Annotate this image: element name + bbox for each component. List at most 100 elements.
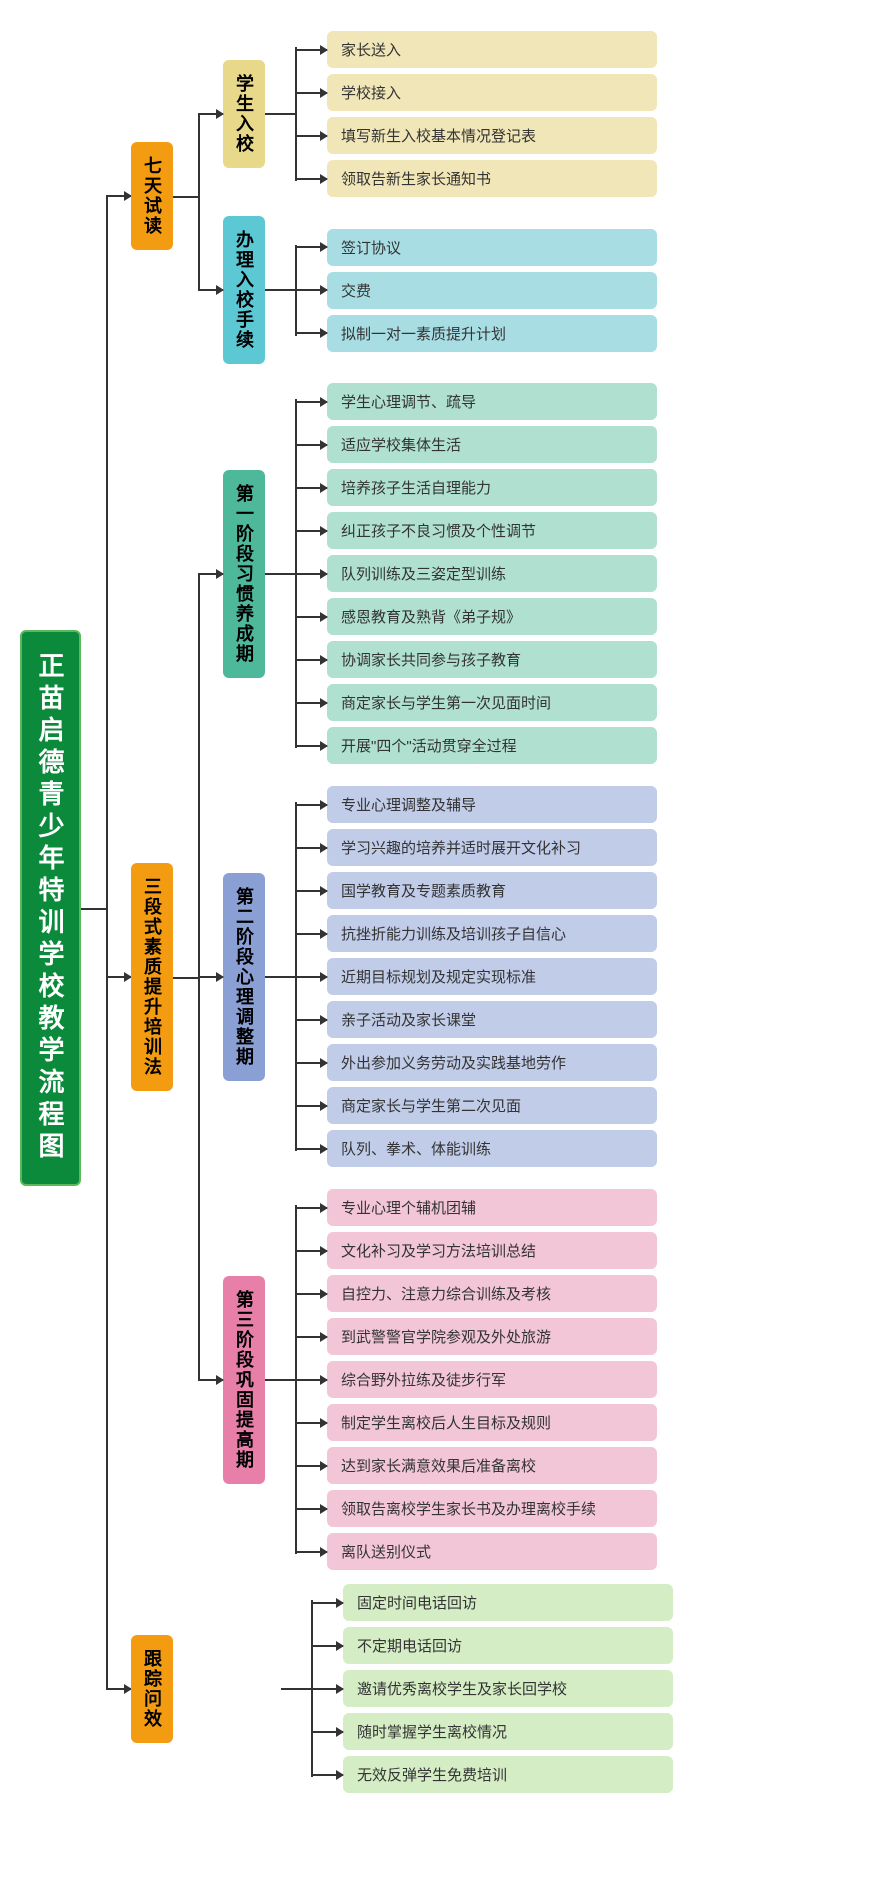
level2-label-bottom: 第三阶段 (231, 1290, 257, 1370)
leaves-group: 学生心理调节、疏导适应学校集体生活培养孩子生活自理能力纠正孩子不良习惯及个性调节… (295, 380, 657, 767)
leaf-item: 无效反弹学生免费培训 (343, 1756, 673, 1793)
arrow-icon (297, 178, 327, 180)
connector (265, 976, 295, 978)
level2-node: 心理调整期第二阶段 (223, 873, 265, 1081)
leaf-row: 无效反弹学生免费培训 (313, 1753, 673, 1796)
arrow-icon (297, 1148, 327, 1150)
connector (265, 573, 295, 575)
arrow-icon (297, 1019, 327, 1021)
arrow-icon (297, 1465, 327, 1467)
level1-row: 三段式素质提升培训法 习惯养成期第一阶段学生心理调节、疏导适应学校集体生活培养孩子… (131, 372, 673, 1581)
arrow-icon (297, 1207, 327, 1209)
arrow-icon (297, 1293, 327, 1295)
leaf-item: 国学教育及专题素质教育 (327, 872, 657, 909)
level2-label-top: 心理调整期 (231, 967, 257, 1067)
leaf-item: 队列训练及三姿定型训练 (327, 555, 657, 592)
leaf-item: 不定期电话回访 (343, 1627, 673, 1664)
connector (265, 1379, 295, 1381)
main-bracket (81, 20, 131, 1796)
arrow-icon (297, 49, 327, 51)
level2-row: 巩固提高期第三阶段 专业心理个辅机团辅文化补习及学习方法培训总结自控力、注意力综合… (223, 1186, 657, 1573)
leaves-group: 家长送入学校接入填写新生入校基本情况登记表领取告新生家长通知书 (295, 28, 657, 200)
leaf-item: 培养孩子生活自理能力 (327, 469, 657, 506)
leaf-row: 邀请优秀离校学生及家长回学校 (313, 1667, 673, 1710)
arrow-icon (297, 332, 327, 334)
leaf-item: 固定时间电话回访 (343, 1584, 673, 1621)
level1-node: 七天试读 (131, 142, 173, 250)
level1-row: 跟踪问效固定时间电话回访不定期电话回访邀请优秀离校学生及家长回学校随时掌握学生离… (131, 1581, 673, 1796)
level2-node: 习惯养成期第一阶段 (223, 470, 265, 678)
leaf-item: 协调家长共同参与孩子教育 (327, 641, 657, 678)
leaf-item: 专业心理个辅机团辅 (327, 1189, 657, 1226)
leaf-item: 感恩教育及熟背《弟子规》 (327, 598, 657, 635)
level1-row: 七天试读学生入校家长送入学校接入填写新生入校基本情况登记表领取告新生家长通知书办… (131, 20, 673, 372)
arrow-icon (297, 1105, 327, 1107)
arrow-icon (297, 246, 327, 248)
leaf-row: 签订协议 (297, 226, 657, 269)
leaf-item: 随时掌握学生离校情况 (343, 1713, 673, 1750)
arrow-icon (297, 1250, 327, 1252)
level2-row: 心理调整期第二阶段专业心理调整及辅导学习兴趣的培养并适时展开文化补习国学教育及专… (223, 783, 657, 1170)
leaf-item: 到武警警官学院参观及外处旅游 (327, 1318, 657, 1355)
level2-column: 学生入校家长送入学校接入填写新生入校基本情况登记表领取告新生家长通知书办理入校手… (223, 20, 657, 372)
leaf-item: 领取告离校学生家长书及办理离校手续 (327, 1490, 657, 1527)
connector (265, 289, 295, 291)
level2-node: 办理入校手续 (223, 216, 265, 364)
leaf-item: 交费 (327, 272, 657, 309)
leaf-item: 领取告新生家长通知书 (327, 160, 657, 197)
leaf-row: 到武警警官学院参观及外处旅游 (297, 1315, 657, 1358)
mid-bracket (173, 20, 223, 372)
leaf-row: 队列、拳术、体能训练 (297, 1127, 657, 1170)
leaf-item: 学校接入 (327, 74, 657, 111)
leaf-row: 抗挫折能力训练及培训孩子自信心 (297, 912, 657, 955)
leaf-row: 适应学校集体生活 (297, 423, 657, 466)
leaf-item: 离队送别仪式 (327, 1533, 657, 1570)
leaf-row: 外出参加义务劳动及实践基地劳作 (297, 1041, 657, 1084)
leaf-row: 不定期电话回访 (313, 1624, 673, 1667)
level2-label-top: 巩固提高期 (231, 1370, 257, 1470)
root-title: 正苗启德青少年特训学校教学流程图 (20, 630, 81, 1186)
leaf-row: 达到家长满意效果后准备离校 (297, 1444, 657, 1487)
arrow-icon (313, 1731, 343, 1733)
leaf-row: 文化补习及学习方法培训总结 (297, 1229, 657, 1272)
arrow-icon (297, 847, 327, 849)
leaf-row: 固定时间电话回访 (313, 1581, 673, 1624)
leaf-item: 达到家长满意效果后准备离校 (327, 1447, 657, 1484)
arrow-icon (297, 745, 327, 747)
leaf-item: 综合野外拉练及徒步行军 (327, 1361, 657, 1398)
leaf-row: 家长送入 (297, 28, 657, 71)
leaf-item: 近期目标规划及规定实现标准 (327, 958, 657, 995)
arrow-icon (297, 933, 327, 935)
arrow-icon (313, 1774, 343, 1776)
leaf-row: 综合野外拉练及徒步行军 (297, 1358, 657, 1401)
arrow-icon (297, 573, 327, 575)
leaf-row: 感恩教育及熟背《弟子规》 (297, 595, 657, 638)
leaf-row: 开展"四个"活动贯穿全过程 (297, 724, 657, 767)
level2-node: 巩固提高期第三阶段 (223, 1276, 265, 1484)
leaf-row: 领取告新生家长通知书 (297, 157, 657, 200)
level1-node: 三段式素质提升培训法 (131, 863, 173, 1091)
leaves-group: 专业心理调整及辅导学习兴趣的培养并适时展开文化补习国学教育及专题素质教育抗挫折能… (295, 783, 657, 1170)
arrow-icon (297, 487, 327, 489)
leaf-item: 外出参加义务劳动及实践基地劳作 (327, 1044, 657, 1081)
leaf-row: 自控力、注意力综合训练及考核 (297, 1272, 657, 1315)
leaf-item: 填写新生入校基本情况登记表 (327, 117, 657, 154)
arrow-icon (297, 92, 327, 94)
arrow-icon (297, 289, 327, 291)
leaf-row: 学习兴趣的培养并适时展开文化补习 (297, 826, 657, 869)
leaf-row: 专业心理个辅机团辅 (297, 1186, 657, 1229)
leaf-row: 协调家长共同参与孩子教育 (297, 638, 657, 681)
leaf-item: 文化补习及学习方法培训总结 (327, 1232, 657, 1269)
leaf-item: 专业心理调整及辅导 (327, 786, 657, 823)
connector (265, 113, 295, 115)
leaf-row: 领取告离校学生家长书及办理离校手续 (297, 1487, 657, 1530)
leaf-row: 离队送别仪式 (297, 1530, 657, 1573)
leaf-item: 开展"四个"活动贯穿全过程 (327, 727, 657, 764)
leaves-group: 固定时间电话回访不定期电话回访邀请优秀离校学生及家长回学校随时掌握学生离校情况无… (311, 1581, 673, 1796)
arrow-icon (297, 444, 327, 446)
arrow-icon (297, 890, 327, 892)
leaf-row: 学校接入 (297, 71, 657, 114)
level2-row: 学生入校家长送入学校接入填写新生入校基本情况登记表领取告新生家长通知书 (223, 28, 657, 200)
leaf-item: 纠正孩子不良习惯及个性调节 (327, 512, 657, 549)
leaf-item: 亲子活动及家长课堂 (327, 1001, 657, 1038)
